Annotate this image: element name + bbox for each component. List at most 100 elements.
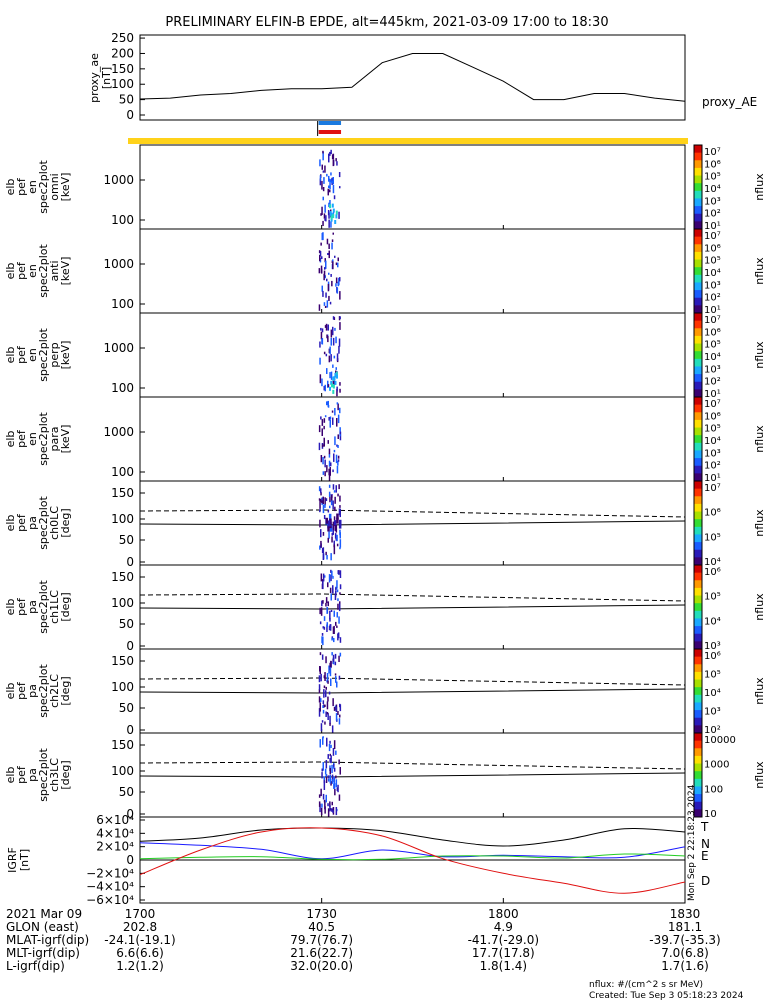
colorbar-segment	[694, 167, 702, 177]
colorbar-segment	[694, 435, 702, 444]
igrf-ylabel: IGRF	[6, 847, 19, 873]
colorbar-segment	[694, 748, 702, 757]
spectrogram-pixel	[327, 537, 329, 543]
spectrogram-pixel	[329, 200, 331, 208]
spectrogram-pixel	[333, 545, 336, 555]
spectrogram-pixel	[322, 496, 324, 505]
colorbar-segment	[694, 725, 702, 734]
spectrogram-pixel	[339, 714, 341, 718]
colorbar-tick-label: 10⁴	[704, 616, 721, 627]
spectrogram-pixel	[327, 778, 330, 782]
spectrogram-pixel-bright	[334, 220, 337, 224]
spectrogram-pixel	[339, 277, 341, 282]
colorbar-segment	[694, 542, 702, 551]
spectrogram-pixel	[331, 808, 333, 812]
igrf-legend-d: D	[701, 874, 710, 888]
panel-ylabel: pef	[15, 765, 28, 784]
spectrogram-pixel	[327, 509, 330, 513]
colorbar-tick-label: 10	[704, 809, 717, 820]
spectrogram-pixel	[325, 551, 327, 556]
spectrogram-pixel	[330, 149, 332, 155]
spectrogram-pixel	[329, 801, 331, 807]
colorbar-tick-label: 10²	[704, 209, 721, 220]
spectrogram-pixel	[323, 685, 326, 689]
colorbar-segment	[694, 152, 702, 161]
spectrogram-pixel	[328, 691, 331, 695]
spectrogram-pixel	[338, 759, 340, 765]
spectrogram-pixel	[323, 616, 326, 621]
panel-ylabel: ch3LC	[48, 758, 61, 792]
spectrogram-pixel	[324, 806, 326, 814]
spectrogram-pixel	[322, 504, 325, 514]
spectrogram-pixel	[328, 460, 331, 467]
spectrogram-pixel	[339, 767, 341, 775]
spectrogram-pixel	[330, 371, 333, 380]
spectrogram-pixel	[339, 508, 341, 518]
colorbar-tick-label: 10²	[704, 293, 721, 304]
spectrogram-pixel	[337, 460, 339, 466]
spectrogram-pixel	[326, 606, 328, 614]
spectrogram-pixel	[335, 807, 338, 816]
colorbar-segment	[694, 694, 702, 703]
spectrogram-pixel	[338, 675, 341, 680]
spectrogram-pixel	[326, 712, 329, 715]
spectrogram-pixel	[326, 465, 328, 473]
spectrogram-pixel	[328, 417, 330, 421]
spectrogram-pixel	[322, 471, 325, 475]
panel-ytick-label: 100	[111, 381, 134, 395]
spectrogram-pixel	[326, 737, 328, 747]
panel-ylabel: [keV]	[59, 425, 72, 454]
colorbar-segment	[694, 618, 702, 627]
spectrogram-pixel-bright	[332, 389, 335, 394]
spectrogram-pixel	[336, 161, 338, 166]
colorbar-segment	[694, 771, 702, 780]
spectrogram-pixel-bright	[338, 522, 342, 529]
colorbar-segment	[694, 427, 702, 436]
spectrogram-pixel	[332, 316, 335, 320]
spectrogram-pixel	[335, 485, 337, 493]
panel-ytick-label: 50	[119, 617, 134, 631]
spectrogram-pixel	[326, 368, 328, 374]
spectrogram-pixel	[331, 801, 333, 806]
spectrogram-pixel	[319, 509, 321, 513]
spectrogram-pixel	[337, 598, 339, 602]
spectrogram-pixel	[330, 462, 332, 467]
spectrogram-pixel	[323, 776, 325, 782]
spectrogram-pixel	[323, 177, 325, 184]
spectrogram-pixel	[325, 711, 327, 717]
spectrogram-pixel	[332, 575, 334, 579]
colorbar-segment	[694, 717, 702, 726]
colorbar-tick-label: 10⁶	[704, 567, 721, 578]
spectrogram-pixel	[338, 211, 340, 219]
spectrogram-pixel	[323, 273, 325, 281]
science-zone-bar-blue	[318, 121, 342, 125]
spectrogram-pixel	[328, 453, 331, 458]
spectrogram-pixel	[332, 364, 334, 368]
spectrogram-pixel	[319, 803, 321, 813]
spectrogram-pixel	[331, 495, 333, 501]
colorbar-segment	[694, 733, 702, 742]
colorbar-segment	[694, 565, 702, 574]
spectrogram-panel-frame	[139, 648, 686, 734]
spectrogram-pixel	[331, 652, 333, 656]
colorbar-tick-label: 10⁶	[704, 508, 721, 519]
spectrogram-pixel	[330, 755, 332, 764]
colorbar-segment	[694, 641, 702, 650]
spectrogram-pixel	[325, 215, 327, 222]
spectrogram-pixel	[318, 801, 321, 807]
colorbar-segment	[694, 626, 702, 635]
spectrogram-pixel	[327, 713, 329, 720]
footer-row-value: 7.0(6.8)	[661, 946, 709, 960]
colorbar-segment	[694, 664, 702, 673]
spectrogram-pixel	[319, 498, 322, 502]
spectrogram-pixel	[330, 569, 332, 573]
spectrogram-pixel	[332, 810, 334, 813]
spectrogram-pixel	[339, 322, 341, 330]
spectrogram-pixel	[329, 662, 331, 671]
spectrogram-pixel	[322, 170, 325, 173]
igrf-timestamp-note: Mon Sep 2 22:18:23 2024	[687, 784, 697, 901]
panel-ylabel: pef	[15, 261, 28, 280]
spectrogram-pixel	[335, 262, 338, 266]
spectrogram-pixel	[328, 175, 330, 182]
spectrogram-pixel	[325, 323, 328, 331]
